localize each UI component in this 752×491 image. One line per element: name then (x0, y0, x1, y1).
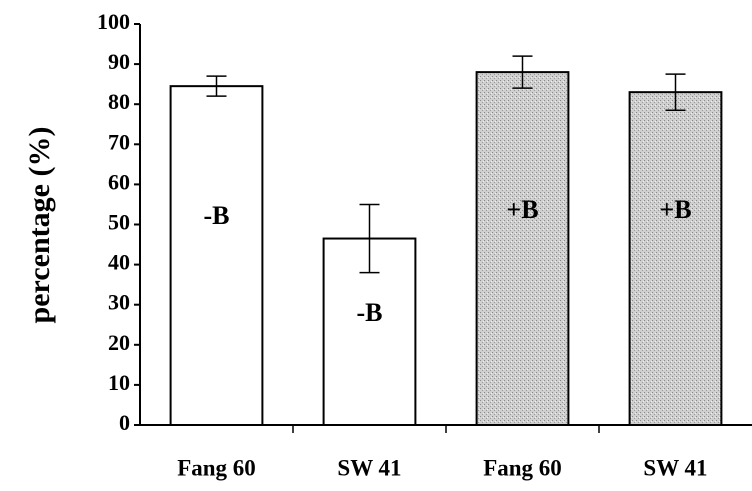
x-tick-label: SW 41 (643, 455, 707, 480)
y-tick-label: 80 (108, 89, 130, 114)
bar-label: +B (506, 195, 538, 224)
y-tick-label: 40 (108, 250, 130, 275)
y-axis-label: percentage (%) (23, 127, 56, 324)
y-tick-label: 70 (108, 129, 130, 154)
y-tick-label: 90 (108, 49, 130, 74)
x-tick-label: Fang 60 (177, 455, 256, 480)
bar (169, 85, 264, 426)
bar (628, 91, 723, 426)
y-tick-label: 100 (97, 9, 130, 34)
y-tick-label: 20 (108, 330, 130, 355)
y-tick-label: 60 (108, 169, 130, 194)
bar-label: +B (659, 195, 691, 224)
y-tick-label: 50 (108, 210, 130, 235)
bar-label: -B (204, 201, 230, 230)
bar-label: -B (357, 298, 383, 327)
y-tick-label: 0 (119, 410, 130, 435)
y-tick-label: 30 (108, 290, 130, 315)
x-tick-label: SW 41 (337, 455, 401, 480)
x-tick-label: Fang 60 (483, 455, 562, 480)
y-tick-label: 10 (108, 370, 130, 395)
bar (475, 71, 570, 427)
